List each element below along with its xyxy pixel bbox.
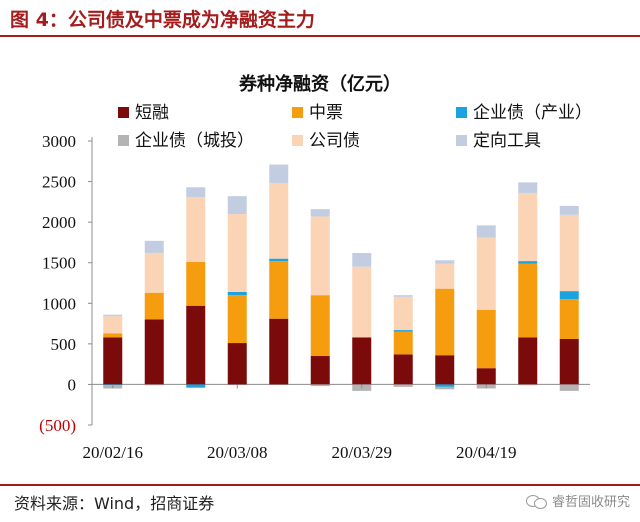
stacked-bar-chart: 券种净融资（亿元） 短融 中票 企业债（产业） 企业债（城投） 公司债 定向工具 3000 25… <box>39 73 592 462</box>
bar-segment-2-w8 <box>393 331 413 355</box>
x-tick-label: 20/04/19 <box>456 443 516 462</box>
bar-segment-6-w1 <box>103 314 123 317</box>
bar-segment-4-w8 <box>393 384 413 387</box>
y-tick-label: 500 <box>51 335 77 354</box>
bar-segment-5-w12 <box>559 214 579 292</box>
y-tick-label: (500) <box>39 416 76 435</box>
bar-segment-2-w1 <box>103 333 123 338</box>
y-tick-label: 2000 <box>42 213 76 232</box>
bar-segment-5-w8 <box>393 296 413 331</box>
legend-swatch-4 <box>118 135 129 146</box>
bar-segment-4-w11 <box>518 384 538 386</box>
bar-segment-2-w10 <box>476 309 496 369</box>
bar-segment-5-w1 <box>103 316 123 334</box>
bar-segment-5-w2 <box>144 252 164 293</box>
figure-title: 图 4：公司债及中票成为净融资主力 <box>10 9 315 31</box>
legend-label-2: 中票 <box>309 103 343 123</box>
legend-swatch-5 <box>292 135 303 146</box>
bar-segment-1-w5 <box>269 318 289 385</box>
bar-segment-2-w2 <box>144 292 164 320</box>
bar-segment-4-w12 <box>559 384 579 391</box>
bar-segment-2-w6 <box>310 295 330 357</box>
y-tick-label: 1500 <box>42 254 76 273</box>
chart-area: 券种净融资（亿元） 短融 中票 企业债（产业） 企业债（城投） 公司债 定向工具 3000 25… <box>0 40 640 480</box>
chart-title: 券种净融资（亿元） <box>238 73 401 95</box>
bar-segment-1-w10 <box>476 368 496 385</box>
bar-segment-5-w5 <box>269 183 289 259</box>
bar-segment-1-w1 <box>103 337 123 385</box>
bar-segment-3-w3 <box>186 384 206 388</box>
bar-segment-5-w11 <box>518 192 538 262</box>
wechat-icon <box>525 494 548 509</box>
bar-segment-5-w7 <box>352 266 372 338</box>
y-tick-label: 0 <box>68 375 77 394</box>
y-tick-label: 1000 <box>42 294 76 313</box>
bar-segment-6-w10 <box>476 225 496 238</box>
legend-swatch-1 <box>118 107 129 118</box>
bar-segment-3-w4 <box>227 291 247 296</box>
bar-segment-1-w4 <box>227 343 247 385</box>
bar-segment-3-w9 <box>435 384 455 387</box>
bar-segment-6-w9 <box>435 260 455 264</box>
y-tick-label: 2500 <box>42 173 76 192</box>
bar-segment-6-w4 <box>227 196 247 215</box>
bar-segment-3-w8 <box>393 330 413 332</box>
bar-segment-6-w7 <box>352 252 372 267</box>
bar-segment-4-w9 <box>435 386 455 390</box>
bar-segment-1-w8 <box>393 354 413 385</box>
bar-segment-2-w11 <box>518 263 538 338</box>
watermark-text: 睿哲固收研究 <box>551 495 630 510</box>
bar-segment-3-w5 <box>269 258 289 262</box>
bar-segment-2-w12 <box>559 299 579 339</box>
figure-header: 图 4：公司债及中票成为净融资主力 <box>0 0 640 37</box>
bar-segment-6-w3 <box>186 187 206 197</box>
legend-swatch-2 <box>292 107 303 118</box>
y-tick-label: 3000 <box>42 132 76 151</box>
source-note: 资料来源：Wind，招商证券 <box>14 494 215 513</box>
legend-swatch-6 <box>456 135 467 146</box>
footer-rule <box>0 484 640 486</box>
bar-segment-6-w6 <box>310 209 330 217</box>
bar-segment-1-w11 <box>518 337 538 385</box>
x-tick-label: 20/02/16 <box>83 443 143 462</box>
legend-label-4: 企业债（城投） <box>135 131 254 151</box>
bar-segment-1-w9 <box>435 355 455 385</box>
bar-segment-2-w5 <box>269 261 289 319</box>
legend-swatch-3 <box>456 107 467 118</box>
bar-segment-6-w8 <box>393 295 413 297</box>
bar-segment-2-w3 <box>186 261 206 306</box>
x-tick-label: 20/03/29 <box>332 443 392 462</box>
bar-segment-3-w12 <box>559 291 579 300</box>
watermark: 睿哲固收研究 <box>525 491 630 510</box>
bar-segment-5-w3 <box>186 196 206 262</box>
bar-segment-4-w6 <box>310 384 330 387</box>
x-tick-label: 20/03/08 <box>207 443 267 462</box>
bar-segment-1-w7 <box>352 337 372 385</box>
legend-label-6: 定向工具 <box>473 131 541 151</box>
bar-segment-2-w4 <box>227 295 247 344</box>
bar-segment-1-w12 <box>559 338 579 385</box>
bar-segment-4-w2 <box>144 384 164 386</box>
bar-segment-5-w10 <box>476 237 496 310</box>
legend-label-1: 短融 <box>135 103 169 123</box>
bar-segment-6-w12 <box>559 205 579 215</box>
bar-segment-3-w11 <box>518 261 538 264</box>
bar-segment-5-w4 <box>227 214 247 292</box>
legend-label-3: 企业债（产业） <box>473 103 592 123</box>
bar-segment-5-w9 <box>435 263 455 289</box>
legend-label-5: 公司债 <box>309 131 360 151</box>
bar-segment-2-w9 <box>435 288 455 356</box>
bar-segment-6-w5 <box>269 164 289 184</box>
bar-segment-1-w3 <box>186 305 206 385</box>
bar-segment-6-w2 <box>144 240 164 253</box>
header-rule <box>0 35 640 37</box>
bar-segment-6-w11 <box>518 182 538 193</box>
bar-segment-1-w6 <box>310 356 330 385</box>
bar-segment-5-w6 <box>310 216 330 296</box>
bar-segment-1-w2 <box>144 319 164 385</box>
